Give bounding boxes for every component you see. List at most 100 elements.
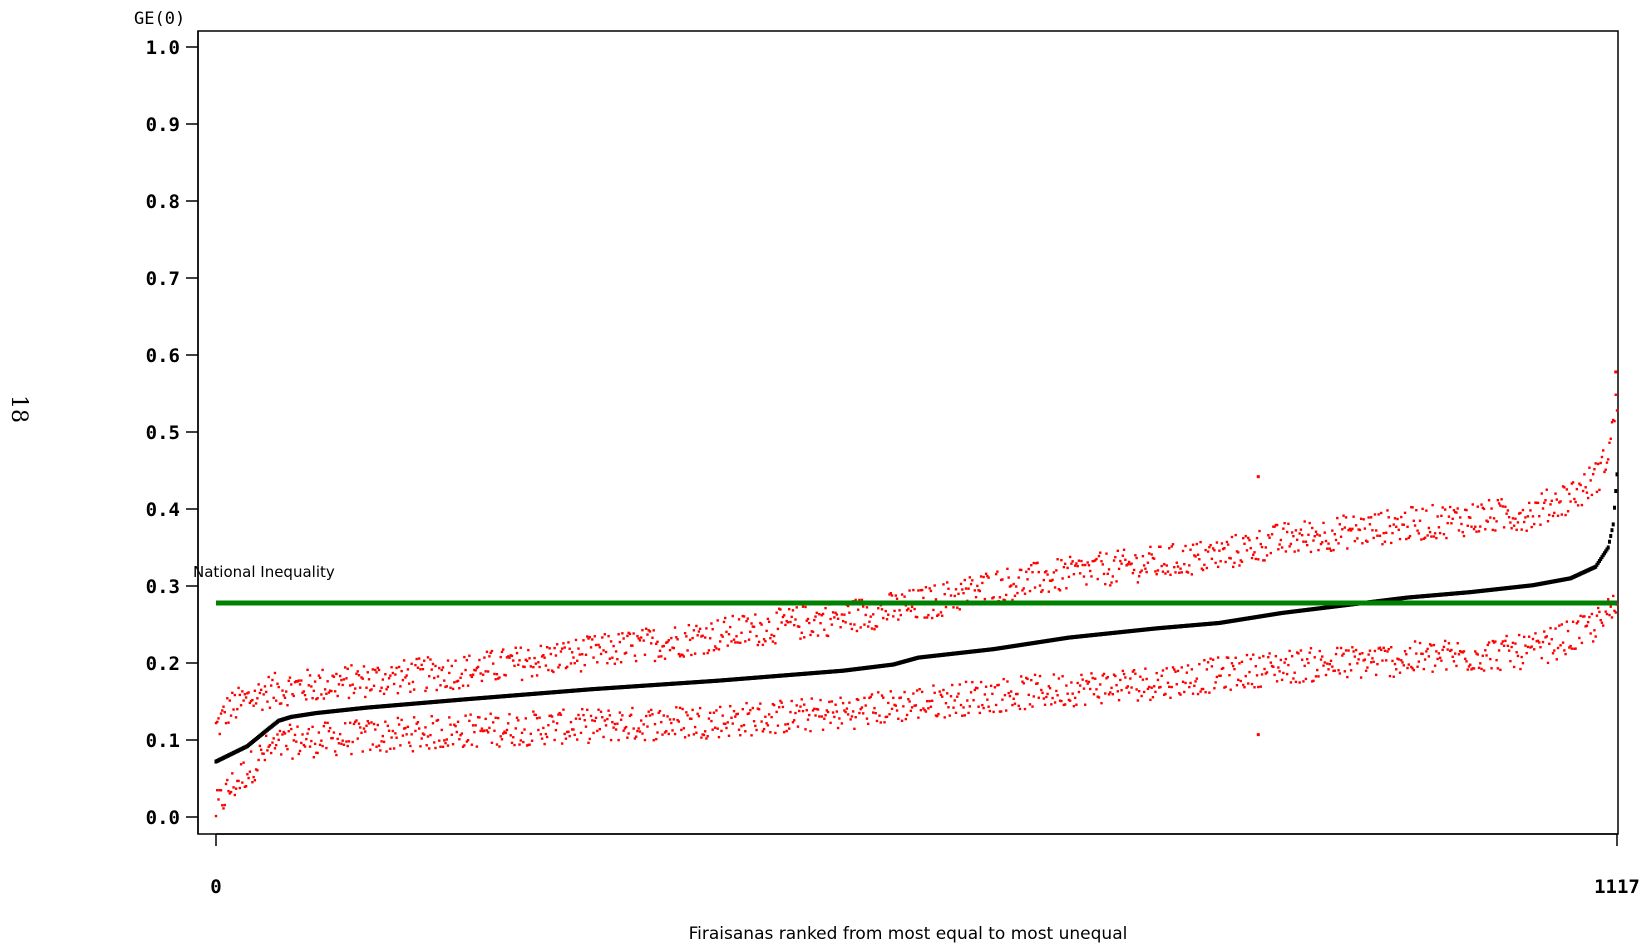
- lower-bound-point: [1253, 686, 1256, 689]
- upper-bound-point: [739, 641, 742, 645]
- upper-bound-point: [428, 675, 431, 678]
- upper-bound-point: [928, 587, 931, 590]
- lower-bound-point: [819, 698, 822, 702]
- lower-bound-point: [1293, 671, 1296, 674]
- lower-bound-point: [557, 713, 560, 716]
- upper-bound-point: [249, 699, 253, 703]
- upper-bound-point: [942, 583, 945, 586]
- lower-bound-point: [660, 720, 663, 724]
- lower-bound-point: [1280, 678, 1284, 682]
- upper-bound-point: [691, 636, 694, 640]
- upper-bound-point: [1269, 551, 1273, 555]
- upper-bound-point: [1094, 559, 1097, 562]
- upper-bound-point: [1257, 558, 1260, 561]
- lower-bound-point: [879, 721, 882, 724]
- upper-bound-point: [1446, 521, 1449, 525]
- lower-bound-point: [1610, 616, 1614, 619]
- lower-bound-point: [1456, 642, 1459, 645]
- lower-bound-point: [946, 692, 949, 695]
- lower-bound-point: [1057, 677, 1061, 680]
- upper-bound-point: [1467, 516, 1471, 519]
- lower-bound-point: [1469, 663, 1472, 666]
- lower-bound-point: [1259, 685, 1262, 688]
- lower-bound-point: [1144, 667, 1147, 670]
- lower-bound-point: [568, 734, 571, 738]
- lower-bound-point: [1223, 686, 1226, 689]
- lower-bound-point: [942, 688, 945, 692]
- lower-bound-point: [791, 721, 795, 724]
- lower-bound-series: [214, 594, 1619, 818]
- upper-bound-point: [290, 683, 293, 686]
- upper-bound-point: [533, 656, 536, 660]
- lower-bound-point: [1165, 667, 1168, 670]
- lower-bound-point: [252, 775, 255, 779]
- lower-bound-point: [755, 728, 758, 732]
- upper-bound-point: [445, 685, 448, 688]
- lower-bound-point: [1299, 649, 1303, 652]
- lower-bound-point: [682, 727, 686, 730]
- upper-bound-point: [639, 636, 643, 639]
- lower-bound-point: [587, 741, 590, 745]
- lower-bound-point: [530, 739, 534, 742]
- upper-bound-point: [1214, 561, 1217, 565]
- lower-bound-point: [706, 735, 709, 738]
- upper-bound-point: [1405, 537, 1408, 541]
- upper-bound-point: [1072, 572, 1076, 576]
- upper-bound-point: [899, 613, 903, 617]
- upper-bound-point: [641, 628, 644, 632]
- upper-bound-point: [565, 665, 569, 669]
- upper-bound-point: [647, 629, 650, 632]
- lower-bound-point: [1051, 696, 1054, 700]
- lower-bound-point: [450, 733, 453, 736]
- lower-bound-point: [1047, 685, 1051, 688]
- lower-bound-point: [776, 724, 780, 727]
- upper-bound-point: [949, 594, 953, 597]
- lower-bound-point: [898, 696, 901, 700]
- upper-bound-point: [291, 692, 294, 696]
- upper-bound-point: [632, 632, 635, 635]
- lower-bound-point: [259, 748, 263, 751]
- upper-bound-point: [439, 684, 442, 687]
- upper-bound-point: [1218, 549, 1221, 552]
- upper-bound-point: [1511, 517, 1515, 520]
- lower-bound-point: [1265, 671, 1269, 674]
- upper-bound-point: [389, 674, 392, 677]
- upper-bound-point: [1479, 525, 1482, 528]
- lower-bound-point: [1607, 598, 1610, 601]
- lower-bound-point: [1021, 680, 1024, 683]
- lower-bound-point: [539, 733, 543, 736]
- lower-bound-point: [1062, 703, 1066, 707]
- lower-bound-point: [1195, 677, 1199, 680]
- lower-bound-point: [789, 710, 792, 714]
- upper-bound-point: [564, 666, 568, 670]
- upper-bound-point: [1613, 419, 1616, 423]
- lower-bound-point: [1566, 629, 1570, 633]
- upper-bound-point: [512, 659, 515, 662]
- upper-bound-point: [1571, 481, 1575, 484]
- upper-bound-point: [1484, 528, 1487, 531]
- lower-bound-point: [342, 743, 346, 746]
- lower-bound-point: [500, 738, 504, 741]
- upper-bound-point: [850, 627, 854, 631]
- upper-bound-point: [765, 629, 768, 633]
- upper-bound-point: [1524, 516, 1527, 519]
- lower-bound-point: [1445, 668, 1448, 671]
- upper-bound-point: [1466, 524, 1469, 527]
- lower-bound-point: [961, 714, 964, 717]
- upper-bound-point: [1249, 546, 1252, 550]
- upper-bound-point: [760, 623, 763, 626]
- lower-bound-point: [502, 732, 505, 735]
- upper-bound-point: [820, 614, 824, 617]
- lower-bound-point: [1413, 640, 1417, 643]
- lower-bound-point: [878, 714, 881, 717]
- lower-bound-point: [337, 742, 341, 745]
- upper-bound-point: [707, 649, 711, 652]
- upper-bound-point: [1070, 562, 1073, 565]
- upper-bound-point: [287, 679, 290, 683]
- lower-bound-point: [1141, 678, 1145, 681]
- lower-bound-point: [473, 730, 476, 734]
- upper-bound-point: [488, 655, 491, 658]
- upper-bound-point: [1559, 500, 1562, 503]
- lower-bound-point: [221, 804, 224, 807]
- upper-bound-point: [1095, 557, 1098, 561]
